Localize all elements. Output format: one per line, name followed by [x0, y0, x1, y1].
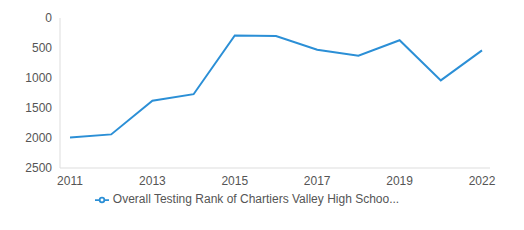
svg-text:2019: 2019 [386, 174, 413, 188]
svg-text:2011: 2011 [57, 174, 83, 188]
svg-text:2015: 2015 [221, 174, 248, 188]
svg-text:2017: 2017 [304, 174, 331, 188]
svg-text:500: 500 [32, 41, 52, 55]
html-text:Overall Testing Rank of Charti: Overall Testing Rank of Chartiers Valley… [112, 192, 400, 206]
svg-text:1500: 1500 [25, 101, 52, 115]
svg-text:2000: 2000 [25, 131, 52, 145]
svg-text:2022: 2022 [469, 174, 496, 188]
svg-text:2013: 2013 [139, 174, 166, 188]
svg-text:2500: 2500 [25, 161, 52, 175]
svg-text:0: 0 [45, 11, 52, 25]
svg-text:1000: 1000 [25, 71, 52, 85]
